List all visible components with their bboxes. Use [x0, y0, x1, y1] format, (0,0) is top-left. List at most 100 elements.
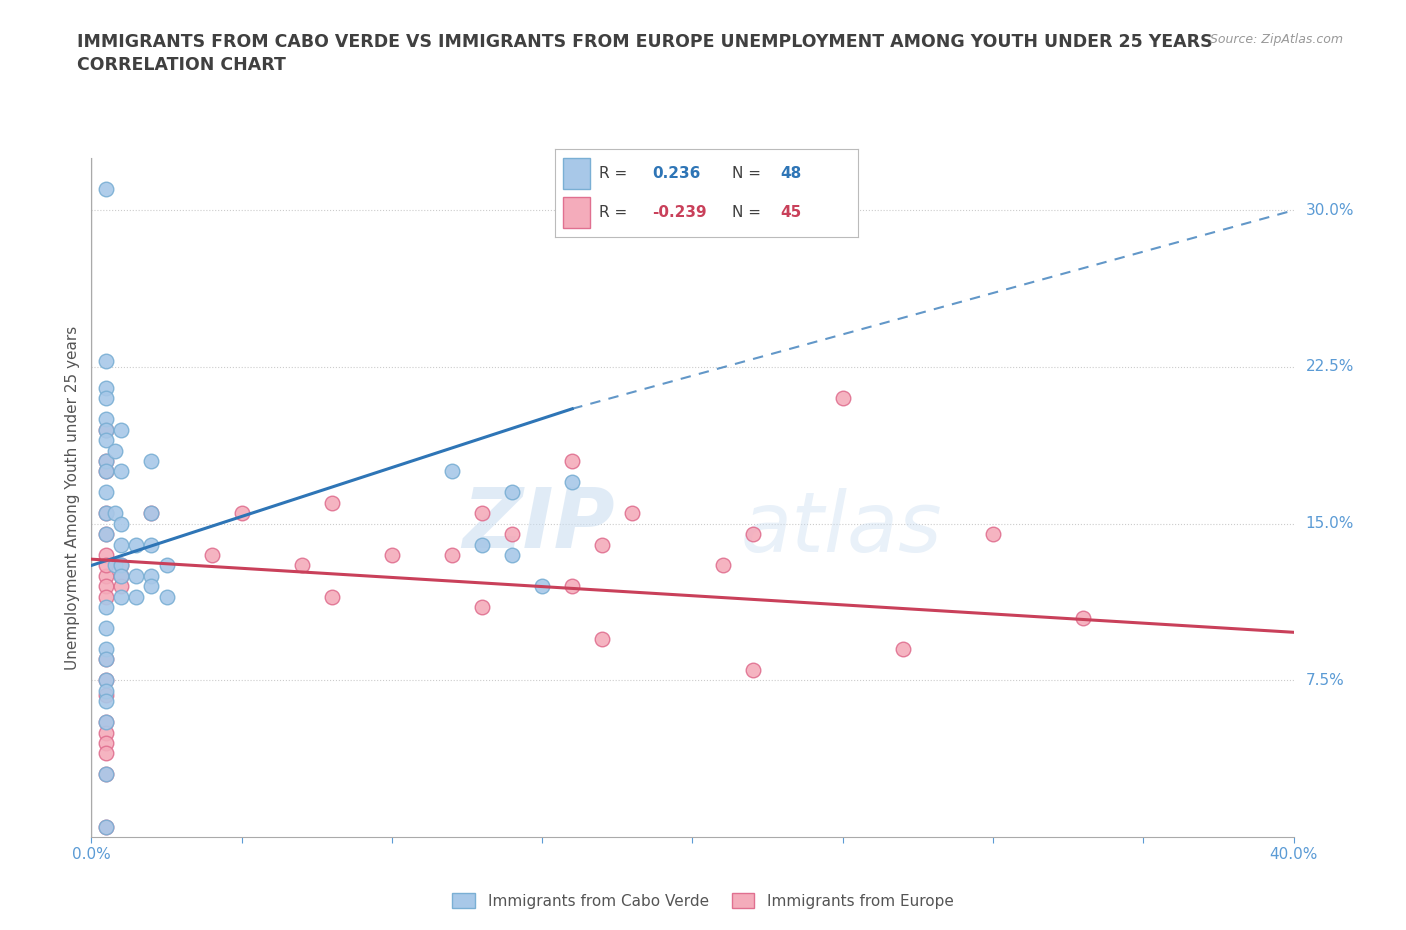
Point: [891, 642, 914, 657]
Point: [531, 578, 554, 593]
Text: R =: R =: [599, 166, 627, 181]
Point: [96, 454, 118, 469]
Point: [381, 548, 404, 563]
Point: [711, 558, 734, 573]
Point: [96, 558, 118, 573]
Text: IMMIGRANTS FROM CABO VERDE VS IMMIGRANTS FROM EUROPE UNEMPLOYMENT AMONG YOUTH UN: IMMIGRANTS FROM CABO VERDE VS IMMIGRANTS…: [77, 33, 1213, 50]
Point: [96, 767, 118, 782]
Point: [321, 496, 343, 511]
Point: [110, 516, 132, 531]
Point: [591, 631, 613, 646]
Point: [471, 506, 494, 521]
Point: [96, 578, 118, 593]
Text: atlas: atlas: [741, 487, 942, 568]
Point: [141, 538, 163, 552]
Text: N =: N =: [733, 205, 761, 219]
Point: [96, 464, 118, 479]
Point: [155, 558, 177, 573]
Point: [96, 642, 118, 657]
Point: [501, 485, 523, 499]
Point: [125, 568, 148, 583]
Point: [96, 485, 118, 499]
Point: [155, 590, 177, 604]
Point: [96, 687, 118, 702]
Point: [110, 538, 132, 552]
Point: [96, 506, 118, 521]
Point: [96, 819, 118, 834]
Point: [141, 506, 163, 521]
Text: 45: 45: [780, 205, 801, 219]
Point: [440, 464, 463, 479]
Point: [141, 568, 163, 583]
Point: [231, 506, 253, 521]
Point: [96, 454, 118, 469]
Point: [96, 652, 118, 667]
Text: 30.0%: 30.0%: [1306, 203, 1354, 218]
Point: [471, 600, 494, 615]
Point: [104, 443, 127, 458]
Point: [1071, 610, 1094, 625]
Point: [96, 380, 118, 395]
Point: [96, 182, 118, 197]
Point: [96, 590, 118, 604]
Point: [561, 454, 583, 469]
Bar: [562, 196, 591, 228]
Legend: Immigrants from Cabo Verde, Immigrants from Europe: Immigrants from Cabo Verde, Immigrants f…: [446, 886, 960, 915]
Point: [96, 600, 118, 615]
Text: 48: 48: [780, 166, 801, 181]
Point: [501, 548, 523, 563]
Point: [104, 558, 127, 573]
Text: 15.0%: 15.0%: [1306, 516, 1354, 531]
Point: [141, 506, 163, 521]
Point: [125, 590, 148, 604]
Point: [96, 620, 118, 635]
Point: [96, 819, 118, 834]
Point: [96, 548, 118, 563]
Point: [96, 746, 118, 761]
Point: [201, 548, 224, 563]
Point: [96, 684, 118, 698]
Point: [561, 578, 583, 593]
Text: 22.5%: 22.5%: [1306, 360, 1354, 375]
Text: CORRELATION CHART: CORRELATION CHART: [77, 56, 287, 73]
Point: [96, 464, 118, 479]
Text: -0.239: -0.239: [652, 205, 707, 219]
Point: [96, 506, 118, 521]
Point: [621, 506, 644, 521]
Point: [96, 767, 118, 782]
Point: [591, 538, 613, 552]
Point: [96, 652, 118, 667]
Point: [110, 578, 132, 593]
Point: [96, 736, 118, 751]
Y-axis label: Unemployment Among Youth under 25 years: Unemployment Among Youth under 25 years: [65, 326, 80, 670]
Point: [110, 558, 132, 573]
Point: [96, 422, 118, 437]
Point: [96, 694, 118, 709]
Point: [96, 432, 118, 447]
Bar: [562, 158, 591, 190]
Point: [96, 673, 118, 688]
Point: [321, 590, 343, 604]
Point: [96, 725, 118, 740]
Point: [471, 538, 494, 552]
Point: [440, 548, 463, 563]
Point: [561, 474, 583, 489]
Point: [96, 391, 118, 405]
Point: [141, 578, 163, 593]
Point: [981, 526, 1004, 541]
Text: N =: N =: [733, 166, 761, 181]
Point: [291, 558, 314, 573]
Text: Source: ZipAtlas.com: Source: ZipAtlas.com: [1209, 33, 1343, 46]
Point: [125, 538, 148, 552]
Text: 7.5%: 7.5%: [1306, 672, 1344, 688]
Point: [741, 662, 763, 677]
Point: [110, 422, 132, 437]
Point: [96, 353, 118, 368]
Point: [96, 526, 118, 541]
Text: ZIP: ZIP: [461, 485, 614, 565]
Point: [501, 526, 523, 541]
Text: R =: R =: [599, 205, 627, 219]
Point: [96, 673, 118, 688]
Point: [96, 714, 118, 729]
Point: [110, 464, 132, 479]
